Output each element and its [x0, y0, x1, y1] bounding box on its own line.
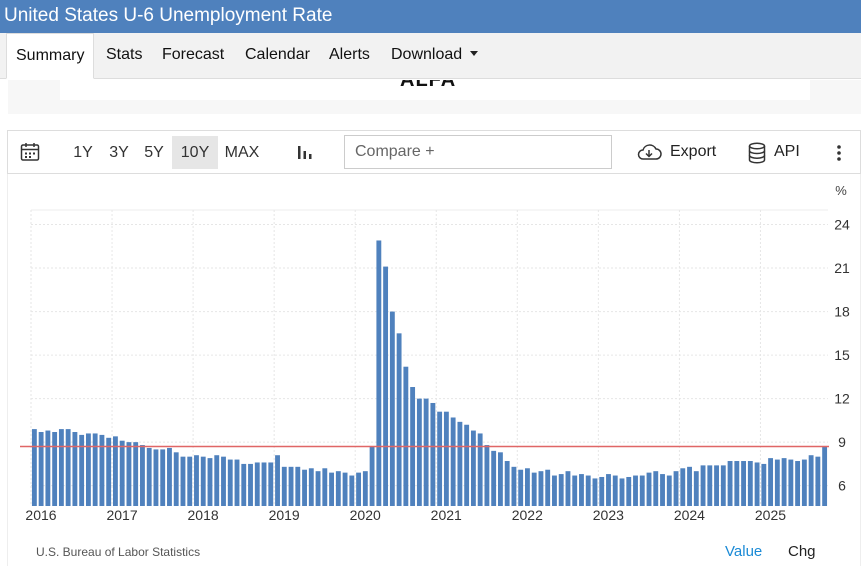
ad-banner[interactable]: ALFA: [60, 80, 810, 100]
tab-forecast[interactable]: Forecast: [162, 46, 225, 63]
range-1y-button[interactable]: 1Y: [73, 144, 93, 161]
tab-calendar[interactable]: Calendar: [245, 46, 310, 63]
tab-summary[interactable]: Summary: [6, 33, 95, 79]
calendar-icon[interactable]: [20, 142, 40, 167]
tab-bar: Summary Stats Forecast Calendar Alerts D…: [0, 33, 861, 79]
tab-stats[interactable]: Stats: [106, 46, 143, 63]
more-vertical-icon[interactable]: [836, 144, 842, 167]
tab-download-label: Download: [391, 46, 463, 63]
range-max-button[interactable]: MAX: [224, 144, 260, 161]
compare-input[interactable]: [344, 135, 612, 169]
source-label: U.S. Bureau of Labor Statistics: [36, 545, 201, 559]
page-title: United States U-6 Unemployment Rate: [0, 0, 861, 33]
chart-frame: [7, 174, 861, 566]
api-button[interactable]: API: [774, 143, 800, 160]
tab-download[interactable]: Download: [391, 33, 479, 79]
cloud-download-icon[interactable]: [636, 142, 662, 167]
bar-chart-icon[interactable]: [296, 143, 314, 166]
value-toggle[interactable]: Value: [725, 543, 763, 560]
ad-strip: ALFA: [8, 80, 861, 114]
range-10y-button[interactable]: 10Y: [172, 136, 218, 169]
change-toggle[interactable]: Chg: [788, 543, 816, 560]
export-button[interactable]: Export: [670, 143, 717, 160]
caret-down-icon: [470, 51, 479, 56]
database-icon[interactable]: [748, 142, 766, 169]
tab-alerts[interactable]: Alerts: [329, 46, 370, 63]
range-5y-button[interactable]: 5Y: [144, 144, 164, 161]
ad-text: ALFA: [400, 80, 457, 91]
range-3y-button[interactable]: 3Y: [109, 144, 129, 161]
chart-toolbar: 1Y 3Y 5Y 10Y MAX Export API: [7, 130, 861, 174]
